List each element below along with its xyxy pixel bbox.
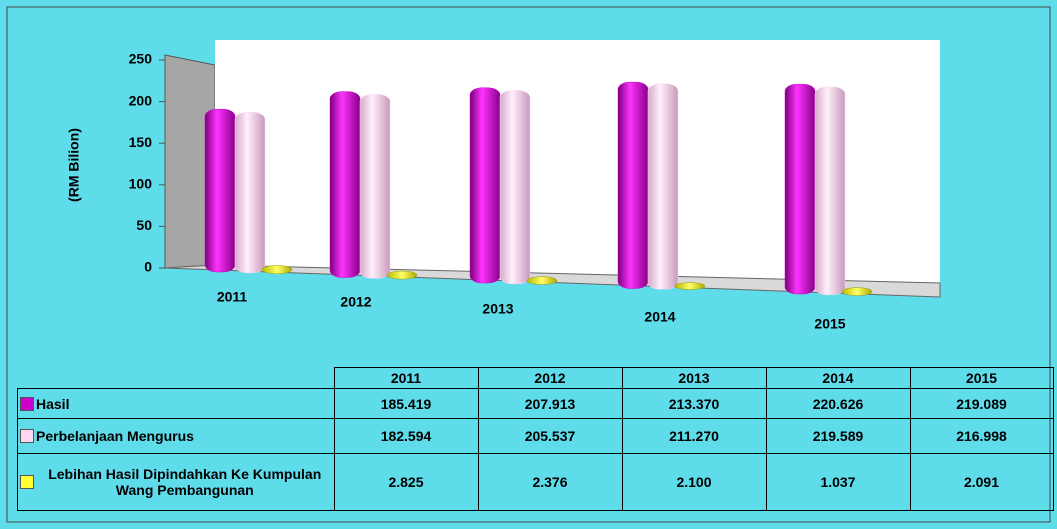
y-tick-label: 200 [129, 92, 153, 108]
header-cell: 2015 [909, 367, 1054, 389]
y-axis-title: (RM Bilion) [66, 128, 82, 202]
bar [784, 83, 816, 295]
legend-entry: Perbelanjaan Mengurus [20, 428, 334, 444]
frame [6, 6, 1051, 523]
corner-cell [18, 368, 335, 389]
value-cell: 213.370 [621, 388, 767, 419]
value-cell: 216.998 [909, 418, 1054, 454]
value-cell: 205.537 [477, 418, 623, 454]
x-tick-label: 2014 [644, 309, 675, 325]
x-tick-label: 2012 [340, 294, 371, 310]
x-tick-label: 2011 [217, 289, 248, 305]
x-tick-label: 2015 [814, 316, 845, 332]
bar [647, 83, 679, 290]
value-cell: 185.419 [333, 388, 479, 419]
legend-entry: Hasil [20, 396, 334, 412]
value-cell: 2.825 [333, 453, 479, 511]
row-label: Hasil [17, 388, 335, 419]
header-cell: 2012 [477, 367, 623, 389]
legend-key [20, 429, 34, 443]
bar [204, 108, 236, 273]
value-cell: 207.913 [477, 388, 623, 419]
y-tick-label: 250 [129, 51, 153, 67]
series-row: Lebihan Hasil Dipindahkan Ke Kumpulan Wa… [17, 453, 1054, 511]
value-cell: 220.626 [765, 388, 911, 419]
legend-label: Lebihan Hasil Dipindahkan Ke Kumpulan Wa… [48, 466, 322, 498]
header-cell: 2011 [333, 367, 479, 389]
bar [261, 265, 293, 275]
series-row: Hasil 185.419 207.913 213.370 220.626 219.089 [17, 388, 1054, 419]
value-cell: 2.376 [477, 453, 623, 511]
header-row: 2011 2012 2013 2014 2015 [18, 367, 1054, 389]
data-table: 2011 2012 2013 2014 2015 Hasil 185.419 207.913 2… [17, 367, 1054, 511]
bar [329, 91, 361, 278]
legend-key [20, 396, 34, 411]
header-cell: 2014 [765, 367, 911, 389]
x-tick-label: 2013 [482, 301, 513, 317]
row-label: Lebihan Hasil Dipindahkan Ke Kumpulan Wa… [17, 453, 335, 511]
bar [359, 94, 391, 279]
row-label: Perbelanjaan Mengurus [17, 418, 335, 454]
bar [234, 112, 266, 274]
y-tick-label: 0 [144, 259, 152, 275]
y-tick-label: 50 [136, 217, 152, 233]
value-cell: 211.270 [621, 418, 767, 454]
value-cell: 219.589 [765, 418, 911, 454]
header-cell: 2013 [621, 367, 767, 389]
value-cell: 1.037 [765, 453, 911, 511]
y-tick-label: 150 [129, 134, 153, 150]
series-row: Perbelanjaan Mengurus 182.594 205.537 211.2… [17, 418, 1054, 454]
value-cell: 2.100 [621, 453, 767, 511]
back-wall [215, 40, 940, 283]
legend-key [20, 475, 34, 489]
bar [499, 90, 531, 285]
value-cell: 2.091 [909, 453, 1054, 511]
bar [386, 270, 418, 280]
bar [617, 81, 649, 289]
legend-entry: Lebihan Hasil Dipindahkan Ke Kumpulan Wa… [20, 466, 334, 498]
legend-label: Hasil [36, 395, 70, 412]
bar [841, 287, 873, 296]
bar [469, 87, 501, 284]
value-cell: 182.594 [333, 418, 479, 454]
y-tick-label: 100 [129, 176, 153, 192]
bar [526, 276, 558, 285]
legend-label: Perbelanjaan Mengurus [36, 428, 194, 444]
bar [814, 86, 846, 296]
value-cell: 219.089 [909, 388, 1054, 419]
bar [674, 282, 706, 290]
